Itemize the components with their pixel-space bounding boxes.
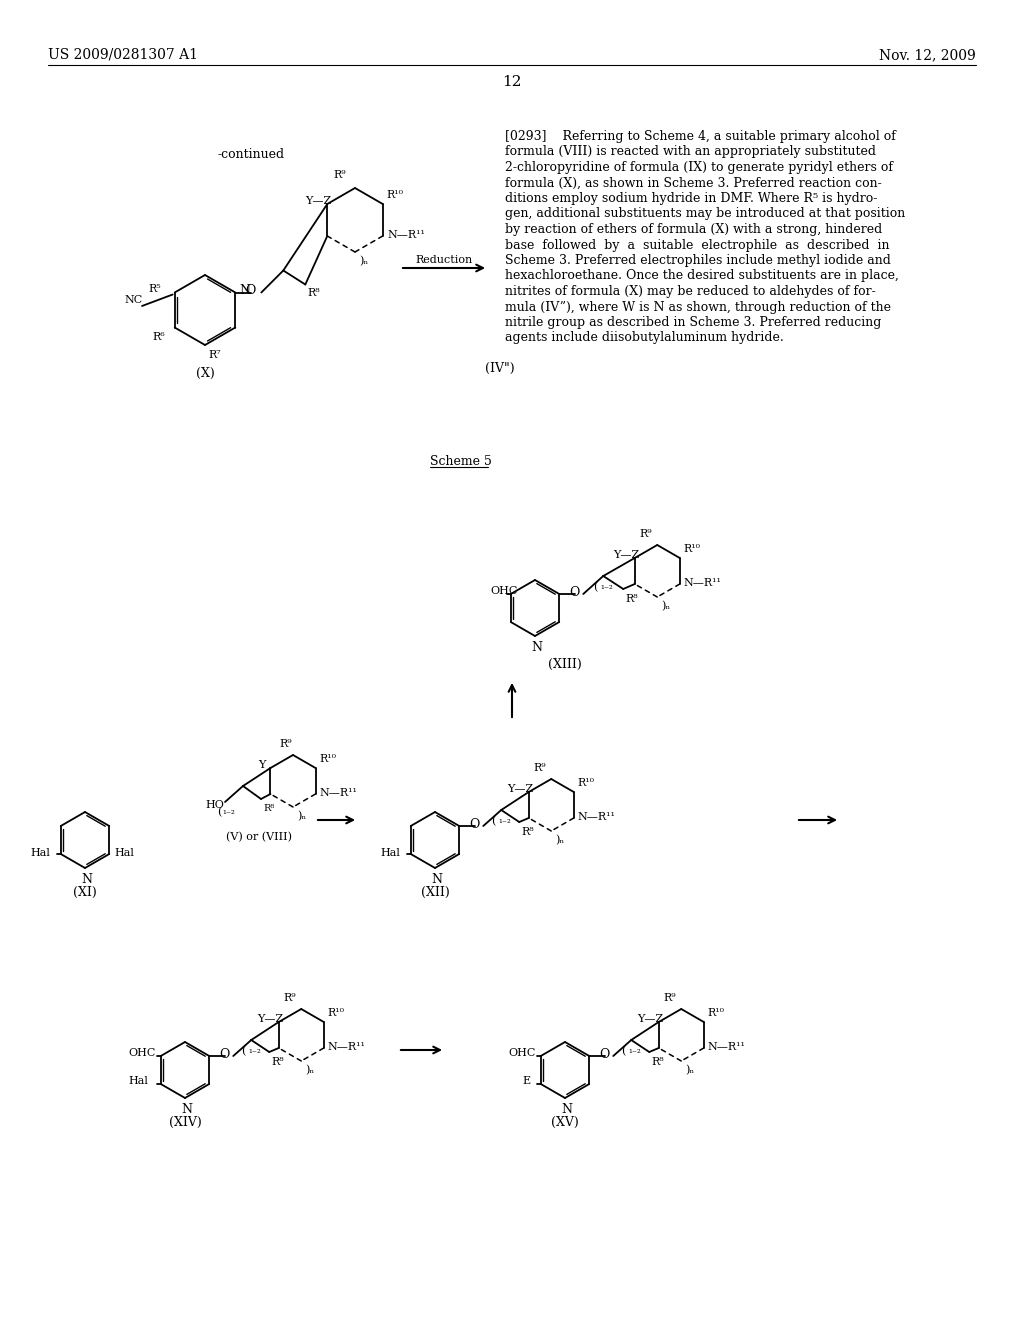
- Text: R⁸: R⁸: [271, 1057, 284, 1067]
- Text: N—R¹¹: N—R¹¹: [388, 230, 426, 240]
- Text: gen, additional substituents may be introduced at that position: gen, additional substituents may be intr…: [505, 207, 905, 220]
- Text: R¹⁰: R¹⁰: [684, 544, 700, 554]
- Text: (: (: [593, 582, 598, 593]
- Text: ₁₋₂: ₁₋₂: [222, 807, 234, 816]
- Text: 2-chloropyridine of formula (IX) to generate pyridyl ethers of: 2-chloropyridine of formula (IX) to gene…: [505, 161, 893, 174]
- Text: N: N: [181, 1104, 193, 1115]
- Text: Reduction: Reduction: [416, 255, 473, 265]
- Text: (: (: [217, 807, 221, 817]
- Text: (: (: [242, 1045, 246, 1056]
- Text: N: N: [531, 642, 542, 653]
- Text: R⁵: R⁵: [148, 284, 162, 293]
- Text: R⁹: R⁹: [664, 993, 676, 1003]
- Text: (IV"): (IV"): [485, 362, 515, 375]
- Text: E: E: [522, 1076, 530, 1086]
- Text: N: N: [240, 285, 250, 297]
- Text: (XIV): (XIV): [169, 1115, 202, 1129]
- Text: Hal: Hal: [31, 847, 50, 858]
- Text: R¹⁰: R¹⁰: [708, 1008, 725, 1018]
- Text: Hal: Hal: [381, 847, 400, 858]
- Text: Y—Z: Y—Z: [305, 195, 332, 206]
- Text: O: O: [599, 1048, 609, 1061]
- Text: R⁷: R⁷: [208, 350, 220, 360]
- Text: N—R¹¹: N—R¹¹: [328, 1041, 366, 1052]
- Text: ₁₋₂: ₁₋₂: [248, 1045, 261, 1055]
- Text: nitrites of formula (X) may be reduced to aldehydes of for-: nitrites of formula (X) may be reduced t…: [505, 285, 876, 298]
- Text: R⁸: R⁸: [263, 804, 274, 813]
- Text: (XI): (XI): [73, 886, 97, 899]
- Text: R⁸: R⁸: [521, 828, 534, 837]
- Text: )ₙ: )ₙ: [662, 601, 671, 611]
- Text: R⁹: R⁹: [333, 170, 346, 180]
- Text: (X): (X): [196, 367, 214, 380]
- Text: agents include diisobutylaluminum hydride.: agents include diisobutylaluminum hydrid…: [505, 331, 783, 345]
- Text: R⁹: R⁹: [639, 529, 652, 539]
- Text: N: N: [431, 873, 442, 886]
- Text: Y—Z: Y—Z: [612, 550, 639, 560]
- Text: R⁸: R⁸: [626, 594, 638, 605]
- Text: (V) or (VIII): (V) or (VIII): [226, 832, 292, 842]
- Text: R⁸: R⁸: [651, 1057, 664, 1067]
- Text: (XII): (XII): [421, 886, 450, 899]
- Text: base  followed  by  a  suitable  electrophile  as  described  in: base followed by a suitable electrophile…: [505, 239, 890, 252]
- Text: Y—Z: Y—Z: [257, 1014, 283, 1024]
- Text: R¹⁰: R¹⁰: [387, 190, 403, 201]
- Text: ₁₋₂: ₁₋₂: [499, 816, 511, 825]
- Text: Scheme 5: Scheme 5: [430, 455, 492, 469]
- Text: HO: HO: [205, 800, 224, 810]
- Text: Y—Z: Y—Z: [507, 784, 532, 795]
- Text: nitrile group as described in Scheme 3. Preferred reducing: nitrile group as described in Scheme 3. …: [505, 315, 882, 329]
- Text: N—R¹¹: N—R¹¹: [684, 578, 722, 587]
- Text: US 2009/0281307 A1: US 2009/0281307 A1: [48, 48, 198, 62]
- Text: Hal: Hal: [115, 847, 134, 858]
- Text: mula (IV”), where W is N as shown, through reduction of the: mula (IV”), where W is N as shown, throu…: [505, 301, 891, 314]
- Text: O: O: [246, 285, 256, 297]
- Text: NC: NC: [124, 294, 142, 305]
- Text: (: (: [622, 1045, 626, 1056]
- Text: O: O: [569, 586, 580, 599]
- Text: OHC: OHC: [490, 586, 518, 597]
- Text: formula (X), as shown in Scheme 3. Preferred reaction con-: formula (X), as shown in Scheme 3. Prefe…: [505, 177, 882, 190]
- Text: OHC: OHC: [509, 1048, 537, 1059]
- Text: 12: 12: [502, 75, 522, 88]
- Text: O: O: [469, 818, 479, 832]
- Text: -continued: -continued: [218, 148, 285, 161]
- Text: (XIII): (XIII): [548, 657, 582, 671]
- Text: R⁶: R⁶: [153, 333, 166, 342]
- Text: R¹⁰: R¹⁰: [578, 777, 595, 788]
- Text: )ₙ: )ₙ: [297, 810, 306, 821]
- Text: ₁₋₂: ₁₋₂: [629, 1045, 641, 1055]
- Text: N—R¹¹: N—R¹¹: [578, 812, 615, 822]
- Text: R¹⁰: R¹⁰: [319, 754, 337, 764]
- Text: OHC: OHC: [129, 1048, 156, 1059]
- Text: Hal: Hal: [129, 1076, 148, 1086]
- Text: by reaction of ethers of formula (X) with a strong, hindered: by reaction of ethers of formula (X) wit…: [505, 223, 883, 236]
- Text: N: N: [561, 1104, 572, 1115]
- Text: N—R¹¹: N—R¹¹: [319, 788, 357, 799]
- Text: O: O: [219, 1048, 229, 1061]
- Text: Y: Y: [258, 760, 266, 770]
- Text: )ₙ: )ₙ: [555, 836, 564, 845]
- Text: hexachloroethane. Once the desired substituents are in place,: hexachloroethane. Once the desired subst…: [505, 269, 899, 282]
- Text: Scheme 3. Preferred electrophiles include methyl iodide and: Scheme 3. Preferred electrophiles includ…: [505, 253, 891, 267]
- Text: R⁹: R⁹: [534, 763, 546, 774]
- Text: ₁₋₂: ₁₋₂: [600, 582, 613, 591]
- Text: R⁹: R⁹: [279, 739, 292, 748]
- Text: ditions employ sodium hydride in DMF. Where R⁵ is hydro-: ditions employ sodium hydride in DMF. Wh…: [505, 191, 878, 205]
- Text: )ₙ: )ₙ: [685, 1065, 694, 1076]
- Text: (XV): (XV): [551, 1115, 579, 1129]
- Text: formula (VIII) is reacted with an appropriately substituted: formula (VIII) is reacted with an approp…: [505, 145, 876, 158]
- Text: Nov. 12, 2009: Nov. 12, 2009: [880, 48, 976, 62]
- Text: N: N: [81, 873, 92, 886]
- Text: Y—Z: Y—Z: [637, 1014, 663, 1024]
- Text: R⁸: R⁸: [307, 289, 319, 298]
- Text: )ₙ: )ₙ: [305, 1065, 314, 1076]
- Text: R⁹: R⁹: [284, 993, 296, 1003]
- Text: (: (: [492, 816, 496, 826]
- Text: R¹⁰: R¹⁰: [328, 1008, 345, 1018]
- Text: [0293]    Referring to Scheme 4, a suitable primary alcohol of: [0293] Referring to Scheme 4, a suitable…: [505, 129, 896, 143]
- Text: )ₙ: )ₙ: [359, 256, 369, 267]
- Text: N—R¹¹: N—R¹¹: [708, 1041, 745, 1052]
